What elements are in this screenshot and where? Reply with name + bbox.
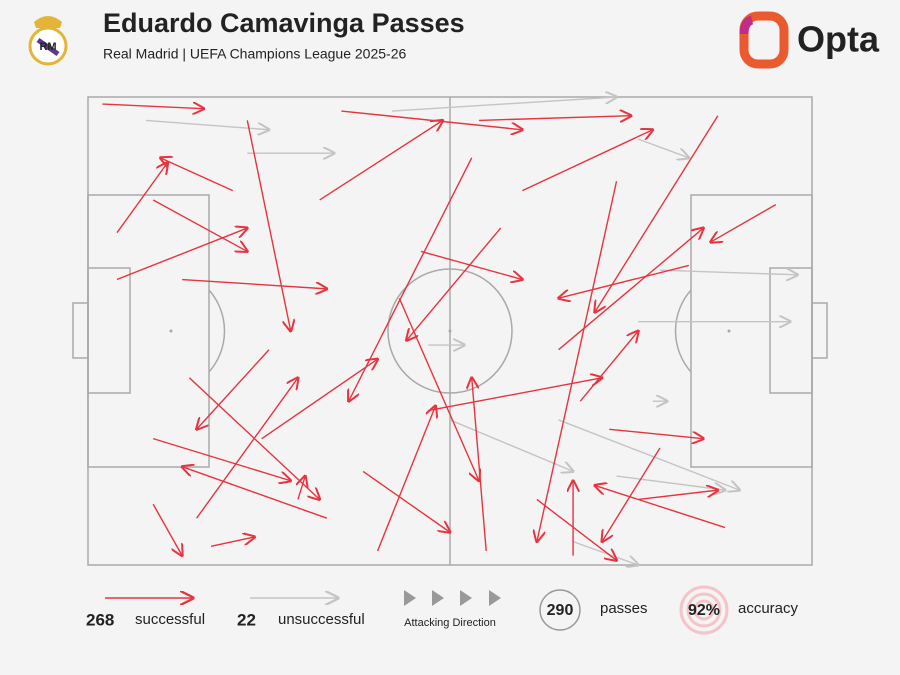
- pass-arrow: [102, 104, 203, 109]
- direction-label: Attacking Direction: [404, 617, 496, 629]
- pass-arrow: [537, 181, 618, 541]
- legend-label: unsuccessful: [278, 611, 365, 628]
- pass-arrow: [160, 158, 234, 192]
- accuracy-value: 92%: [688, 602, 720, 619]
- pass-arrow: [536, 498, 617, 560]
- pass-arrow: [376, 406, 436, 552]
- pass-arrow: [116, 163, 168, 234]
- pass-arrow: [579, 331, 638, 402]
- pass-arrow: [559, 264, 690, 298]
- pass-arrow: [602, 447, 661, 542]
- title: Eduardo Camavinga Passes: [103, 8, 465, 38]
- pass-arrow: [711, 204, 777, 242]
- legend: 268 successful 22 unsuccessful: [86, 598, 365, 629]
- pass-arrow: [349, 157, 473, 401]
- legend-label: successful: [135, 611, 205, 628]
- total-label: passes: [600, 600, 648, 617]
- pass-arrow: [261, 359, 378, 440]
- pass-arrow: [182, 467, 328, 519]
- pass-arrow: [609, 428, 703, 438]
- pass-arrow: [595, 115, 719, 313]
- total-value: 290: [547, 602, 574, 619]
- brand-name: Opta: [797, 19, 880, 60]
- accuracy-label: accuracy: [738, 600, 799, 617]
- passes: [102, 97, 797, 565]
- pass-arrow: [558, 228, 704, 351]
- subtitle: Real Madrid | UEFA Champions League 2025…: [103, 46, 406, 62]
- pitch: [72, 96, 828, 566]
- club-crest: RM: [28, 16, 68, 66]
- pass-arrow: [246, 120, 290, 331]
- pass-arrow: [449, 419, 573, 471]
- pass-arrow: [362, 470, 450, 532]
- pass-arrow: [196, 378, 298, 519]
- pass-arrow: [428, 378, 602, 412]
- pass-arrow: [197, 349, 270, 430]
- total-stat: 290 passes: [539, 589, 648, 631]
- accuracy-stat: 92% accuracy: [679, 585, 799, 635]
- pass-arrow: [152, 437, 291, 481]
- pass-arrow: [182, 278, 327, 289]
- pass-arrow: [188, 377, 319, 500]
- pass-arrow: [522, 130, 652, 192]
- pass-arrow: [420, 250, 522, 279]
- pass-arrow: [319, 120, 443, 201]
- pass-arrow: [392, 97, 616, 112]
- pass-arrow: [152, 503, 182, 555]
- legend-count: 22: [237, 610, 256, 629]
- pass-arrow: [558, 419, 740, 490]
- pass-arrow: [638, 490, 718, 501]
- pass-arrow: [407, 227, 502, 340]
- direction-indicator: Attacking Direction: [404, 590, 501, 629]
- pass-arrow: [472, 378, 487, 552]
- pass-arrow: [210, 537, 254, 547]
- pass-arrow: [659, 270, 798, 275]
- pass-arrow: [595, 485, 726, 529]
- pass-arrow: [637, 138, 689, 158]
- pass-arrow: [116, 228, 247, 281]
- pass-arrow: [298, 476, 305, 500]
- svg-text:RM: RM: [39, 41, 56, 53]
- legend-count: 268: [86, 610, 114, 629]
- pass-arrow: [478, 116, 631, 121]
- pass-arrow: [152, 199, 247, 251]
- brand-logo: Opta: [739, 11, 880, 69]
